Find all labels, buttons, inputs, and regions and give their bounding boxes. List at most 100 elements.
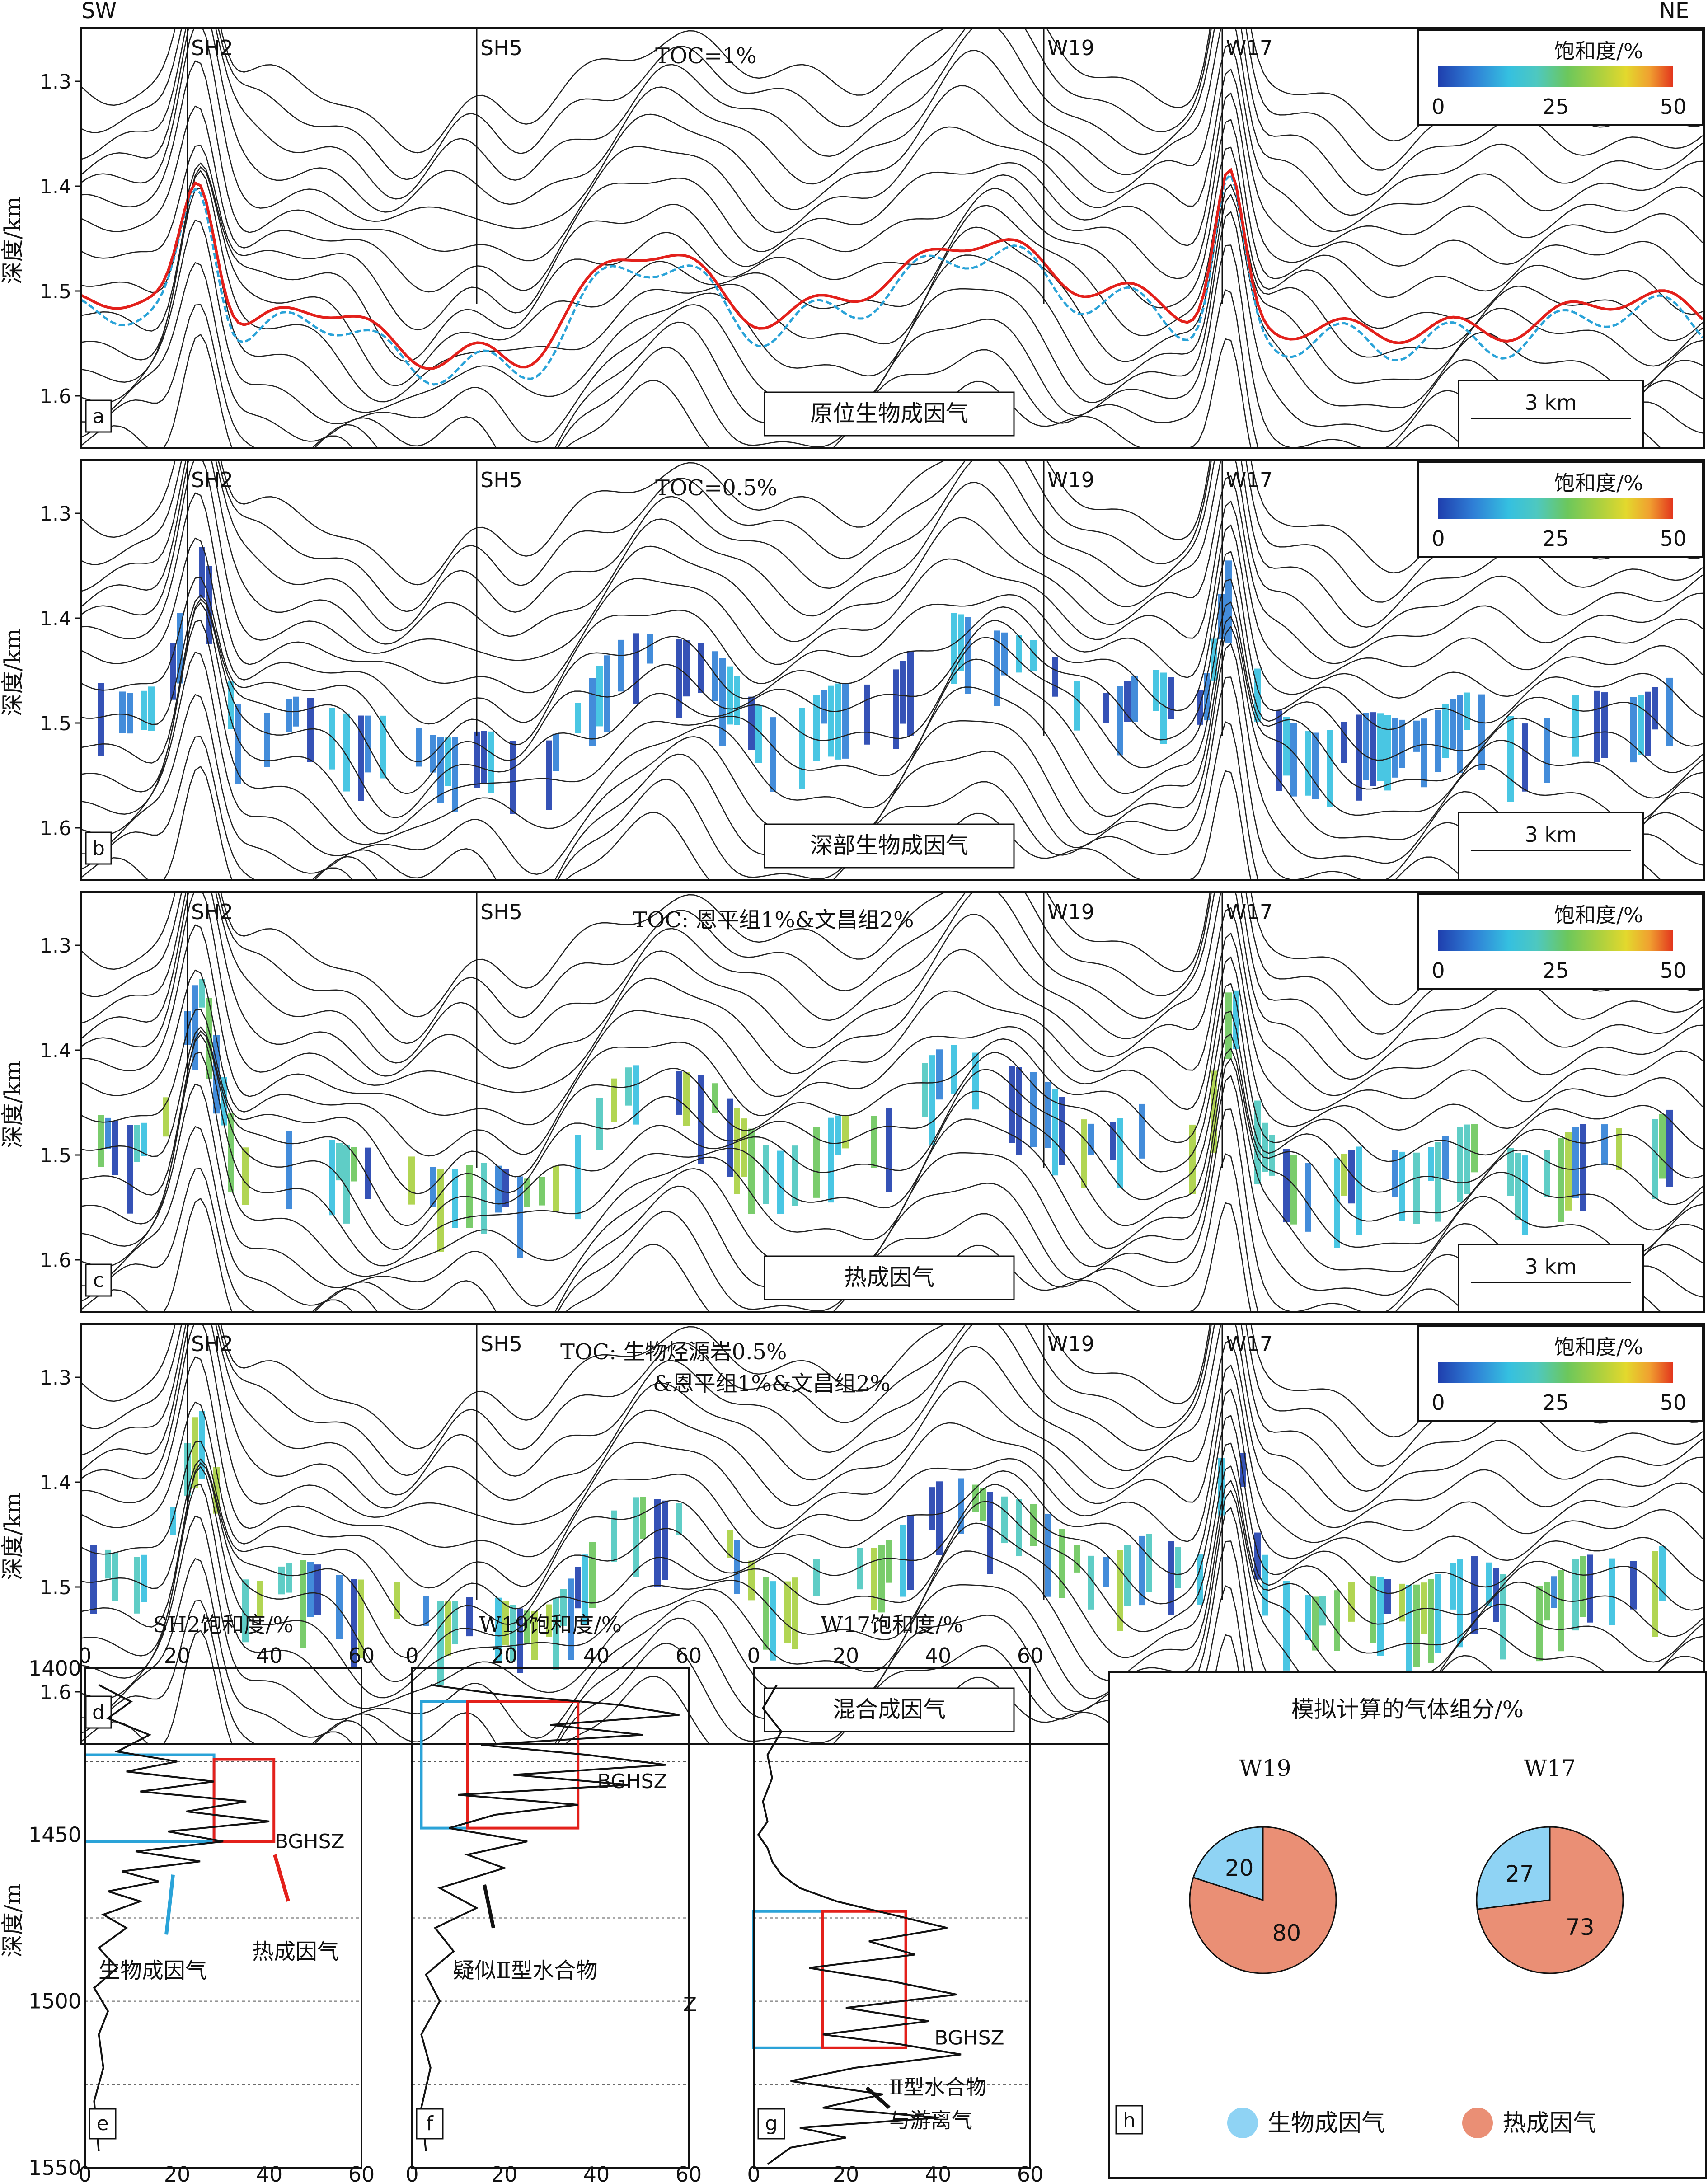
- x-tick-top: 0: [78, 1643, 91, 1668]
- y-axis-label: 深度/km: [0, 197, 26, 285]
- saturation-strip: [1348, 1150, 1355, 1204]
- saturation-strip: [199, 547, 205, 598]
- saturation-strip: [1630, 1561, 1637, 1610]
- panel-letter-box: [757, 2108, 785, 2140]
- horizon-line: [81, 956, 1703, 1157]
- saturation-strip: [1630, 697, 1637, 763]
- saturation-strip: [112, 1553, 118, 1601]
- colorbar-gradient: [1438, 66, 1673, 87]
- saturation-strip: [813, 1559, 820, 1596]
- saturation-strip: [1450, 699, 1456, 750]
- well-label: SH5: [480, 1332, 522, 1356]
- saturation-strip: [1645, 691, 1651, 756]
- bghsz-partial: Z: [683, 1993, 697, 2016]
- scale-bar-label: 3 km: [1525, 822, 1577, 847]
- well-label: SH2: [191, 1332, 233, 1356]
- saturation-strip: [1016, 635, 1022, 673]
- saturation-strip: [1652, 1119, 1658, 1199]
- saturation-strip: [1558, 1138, 1564, 1222]
- saturation-strip: [1276, 710, 1282, 791]
- saturation-strip: [235, 704, 241, 784]
- saturation-strip: [1001, 632, 1008, 676]
- saturation-strip: [1442, 704, 1449, 758]
- saturation-strip: [1450, 1563, 1456, 1610]
- saturation-strip: [329, 1140, 335, 1216]
- saturation-strip: [1001, 1496, 1008, 1544]
- saturation-strip: [770, 1581, 776, 1661]
- pie-w19-title: W19: [1239, 1755, 1291, 1781]
- saturation-strip: [900, 660, 906, 724]
- panel-letter-box: [85, 1695, 112, 1729]
- horizon-line: [81, 892, 1703, 1096]
- saturation-strip: [734, 1540, 740, 1594]
- panel-letter: d: [92, 1701, 105, 1724]
- saturation-strip: [727, 1530, 733, 1558]
- saturation-strip: [148, 686, 155, 731]
- saturation-strip: [264, 712, 270, 767]
- saturation-strip: [972, 1052, 979, 1110]
- horizon-line: [81, 892, 1703, 1064]
- saturation-strip: [105, 1117, 111, 1149]
- well-label: SH5: [480, 36, 522, 60]
- well-label: W17: [1226, 468, 1273, 492]
- section-frame: [80, 459, 1705, 881]
- saturation-strip: [343, 1145, 350, 1224]
- saturation-strip: [1601, 1124, 1608, 1165]
- bghsz-label: BGHSZ: [597, 1770, 667, 1793]
- saturation-strip: [351, 1579, 357, 1667]
- saturation-strip: [119, 691, 126, 733]
- saturation-strip: [1609, 1558, 1615, 1625]
- saturation-strip: [437, 1601, 444, 1685]
- saturation-strip: [502, 1169, 509, 1207]
- saturation-strip: [763, 1145, 769, 1204]
- well-label: W17: [1226, 1332, 1273, 1356]
- horizon-line: [81, 1414, 1703, 1627]
- horizon-line: [81, 60, 1703, 262]
- saturation-strip: [777, 1150, 784, 1214]
- saturation-strip: [907, 1515, 914, 1590]
- gas-type-box: [764, 1687, 1015, 1732]
- section-frame: [80, 891, 1705, 1313]
- y-tick-label: 1.4: [40, 175, 71, 198]
- x-tick-bottom: 40: [925, 2162, 952, 2183]
- well-label: SH2: [191, 900, 233, 924]
- saturation-strip: [633, 1497, 639, 1577]
- saturation-strip: [90, 1545, 97, 1614]
- saturation-strip: [1435, 1142, 1441, 1222]
- horizon-line: [81, 1462, 1703, 1682]
- saturation-strip: [604, 655, 610, 732]
- saturation-strip: [1399, 719, 1405, 768]
- y-tick-label: 1.3: [40, 934, 71, 958]
- saturation-strip: [1348, 1582, 1355, 1622]
- saturation-strip: [582, 1554, 588, 1624]
- saturation-strip: [683, 1072, 690, 1126]
- panel-letter: f: [426, 2112, 434, 2135]
- colorbar-gradient: [1438, 1362, 1673, 1383]
- saturation-strip: [734, 1108, 740, 1194]
- well-label: SH2: [191, 36, 233, 60]
- bio-arrow: [164, 1874, 175, 1935]
- saturation-strip: [727, 666, 733, 725]
- saturation-strip: [936, 1481, 943, 1555]
- pie-w17-title: W17: [1524, 1755, 1576, 1781]
- saturation-strip: [1544, 1150, 1550, 1197]
- saturation-curve: [420, 1684, 680, 2151]
- saturation-strip: [1059, 1097, 1065, 1165]
- saturation-strip: [698, 643, 704, 693]
- saturation-strip: [1305, 1595, 1311, 1640]
- saturation-strip: [510, 1605, 516, 1662]
- saturation-strip: [842, 683, 849, 759]
- x-tick-top: 40: [583, 1643, 610, 1668]
- saturation-strip: [1428, 1579, 1434, 1663]
- panel-letter-box: [85, 831, 112, 865]
- log-frame: [753, 1667, 1031, 2169]
- y-tick-label: 1.5: [40, 280, 71, 303]
- well-label: W19: [1047, 900, 1094, 924]
- saturation-strip: [1160, 672, 1167, 744]
- saturation-strip: [1442, 1136, 1449, 1179]
- saturation-strip: [1290, 723, 1297, 797]
- horizon-line: [81, 1324, 1703, 1496]
- saturation-strip: [351, 1147, 357, 1182]
- saturation-strip: [380, 715, 386, 779]
- saturation-strip: [922, 1063, 928, 1117]
